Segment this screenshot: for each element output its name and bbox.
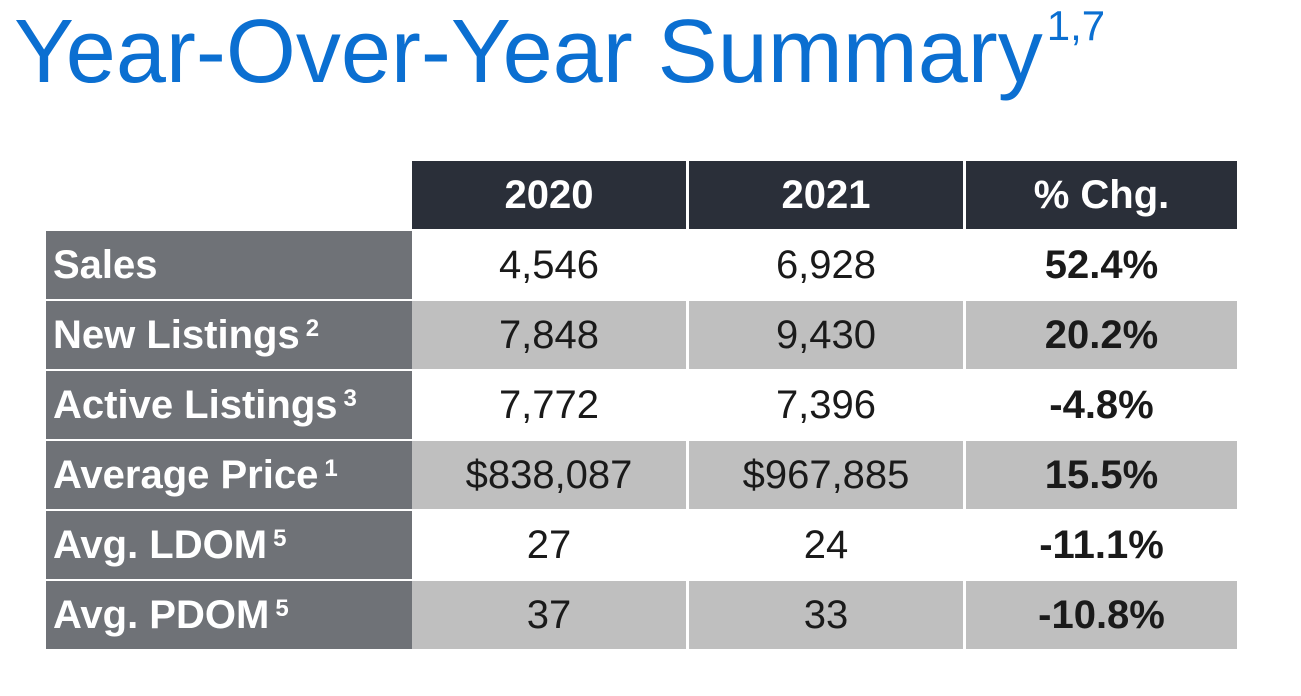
cell-2020: 27: [412, 511, 686, 581]
cell-2021: 6,928: [686, 231, 963, 301]
header-corner: [46, 161, 412, 231]
table-row-average-price: Average Price 1 $838,087 $967,885 15.5%: [46, 441, 1237, 511]
cell-2020: $838,087: [412, 441, 686, 511]
row-footnote: 3: [343, 384, 357, 412]
column-header-2021: 2021: [686, 161, 963, 231]
row-label-active-listings: Active Listings 3: [46, 371, 412, 441]
cell-change: -10.8%: [963, 581, 1237, 651]
title-text: Year-Over-Year Summary: [14, 2, 1043, 102]
row-label-new-listings: New Listings 2: [46, 301, 412, 371]
row-label-text: Avg. PDOM: [53, 592, 270, 637]
table-row-avg-pdom: Avg. PDOM 5 37 33 -10.8%: [46, 581, 1237, 651]
cell-change: -11.1%: [963, 511, 1237, 581]
header-row: 2020 2021 % Chg.: [46, 161, 1237, 231]
cell-2020: 7,848: [412, 301, 686, 371]
row-label-text: Active Listings: [53, 382, 338, 427]
row-label-avg-ldom: Avg. LDOM 5: [46, 511, 412, 581]
row-footnote: 5: [275, 594, 289, 622]
cell-2020: 37: [412, 581, 686, 651]
title-footnote: 1,7: [1046, 2, 1106, 49]
row-label-average-price: Average Price 1: [46, 441, 412, 511]
cell-2021: 33: [686, 581, 963, 651]
cell-change: 20.2%: [963, 301, 1237, 371]
cell-2020: 7,772: [412, 371, 686, 441]
cell-change: 52.4%: [963, 231, 1237, 301]
row-footnote: 5: [273, 524, 287, 552]
table-row-sales: Sales 4,546 6,928 52.4%: [46, 231, 1237, 301]
row-label-sales: Sales: [46, 231, 412, 301]
row-label-avg-pdom: Avg. PDOM 5: [46, 581, 412, 651]
cell-2021: 9,430: [686, 301, 963, 371]
row-label-text: New Listings: [53, 312, 300, 357]
table-row-new-listings: New Listings 2 7,848 9,430 20.2%: [46, 301, 1237, 371]
column-header-change: % Chg.: [963, 161, 1237, 231]
cell-change: -4.8%: [963, 371, 1237, 441]
cell-2020: 4,546: [412, 231, 686, 301]
row-label-text: Average Price: [53, 452, 319, 497]
table-row-active-listings: Active Listings 3 7,772 7,396 -4.8%: [46, 371, 1237, 441]
page-title: Year-Over-Year Summary1,7: [14, 2, 1105, 118]
cell-2021: $967,885: [686, 441, 963, 511]
row-footnote: 1: [324, 454, 338, 482]
row-label-text: Sales: [53, 242, 158, 287]
cell-2021: 24: [686, 511, 963, 581]
row-label-text: Avg. LDOM: [53, 522, 268, 567]
cell-change: 15.5%: [963, 441, 1237, 511]
summary-table: 2020 2021 % Chg. Sales 4,546 6,928 52.4%…: [46, 161, 1237, 651]
cell-2021: 7,396: [686, 371, 963, 441]
column-header-2020: 2020: [412, 161, 686, 231]
row-footnote: 2: [305, 314, 320, 342]
table-row-avg-ldom: Avg. LDOM 5 27 24 -11.1%: [46, 511, 1237, 581]
